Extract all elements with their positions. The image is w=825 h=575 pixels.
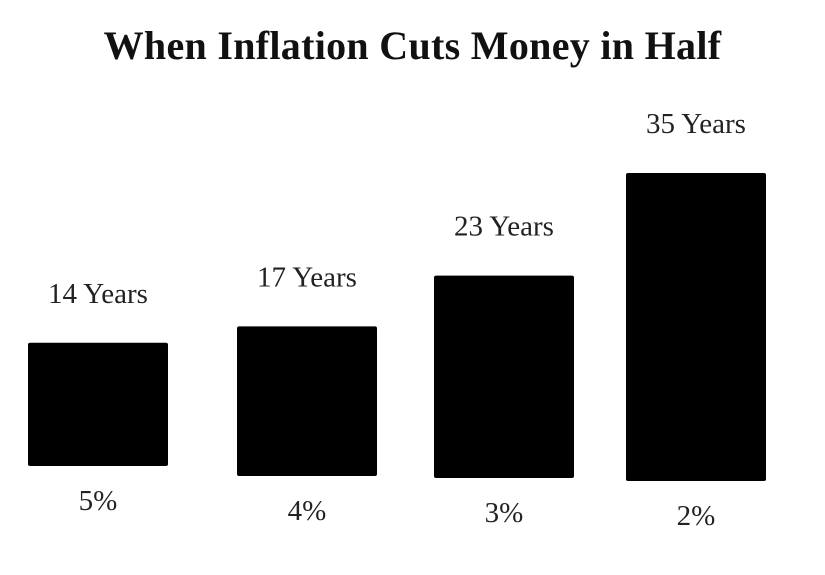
category-label-3: 3% xyxy=(485,497,524,529)
bar-1 xyxy=(28,342,168,466)
bar-3 xyxy=(434,275,574,478)
data-label-1: 14 Years xyxy=(48,278,148,310)
bar-2 xyxy=(237,326,377,476)
data-label-3: 23 Years xyxy=(454,211,554,243)
bar-4 xyxy=(626,173,766,481)
data-label-4: 35 Years xyxy=(646,108,746,140)
data-label-2: 17 Years xyxy=(257,261,357,293)
category-label-4: 2% xyxy=(677,500,716,532)
category-label-2: 4% xyxy=(288,495,327,527)
chart-title: When Inflation Cuts Money in Half xyxy=(103,23,722,68)
category-label-1: 5% xyxy=(79,485,118,517)
